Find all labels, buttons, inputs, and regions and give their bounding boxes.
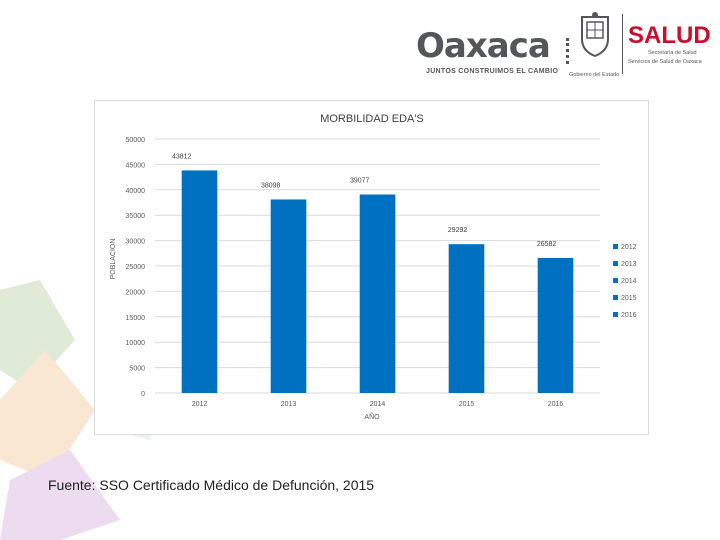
logo-divider — [566, 38, 572, 64]
oaxaca-logo: Oaxaca — [416, 26, 551, 66]
chart-title: MORBILIDAD EDA'S — [320, 113, 424, 125]
legend-label: 2013 — [621, 261, 637, 268]
salud-subtitle-secretaria: Secretaría de Salud — [648, 50, 697, 56]
bar-2014 — [359, 194, 396, 393]
x-tick-label: 2016 — [548, 401, 564, 408]
legend-swatch — [613, 312, 618, 317]
legend-swatch — [613, 261, 618, 266]
data-label-2014: 39077 — [350, 177, 370, 184]
x-axis-ticks: 2012 2013 2014 2015 2016 — [192, 401, 564, 408]
header-logos: Oaxaca JUNTOS CONSTRUIMOS EL CAMBIO Gobi… — [410, 8, 711, 84]
y-tick-label: 30000 — [126, 239, 146, 246]
x-tick-label: 2014 — [370, 401, 386, 408]
legend-label: 2015 — [621, 295, 637, 302]
bar-2015 — [448, 244, 485, 393]
y-tick-label: 10000 — [126, 340, 146, 347]
y-tick-label: 20000 — [126, 289, 146, 296]
bar-2012 — [181, 170, 218, 393]
source-note: Fuente: SSO Certificado Médico de Defunc… — [48, 477, 375, 493]
government-label: Gobierno del Estado — [569, 72, 620, 78]
y-tick-label: 35000 — [126, 213, 146, 220]
y-tick-label: 45000 — [126, 162, 146, 169]
legend-swatch — [613, 295, 618, 300]
x-axis-title: AÑO — [364, 412, 380, 421]
bars — [181, 170, 574, 393]
y-tick-label: 25000 — [126, 264, 146, 271]
deco-shape-orange — [0, 350, 95, 480]
data-label-2015: 29292 — [448, 227, 468, 234]
legend-swatch — [613, 244, 618, 249]
legend-label: 2012 — [621, 244, 637, 251]
legend-swatch — [613, 278, 618, 283]
y-tick-label: 50000 — [126, 137, 146, 144]
deco-shape-green — [0, 280, 75, 390]
data-label-2016: 26582 — [537, 241, 557, 248]
bar-2016 — [537, 257, 574, 393]
y-tick-label: 0 — [141, 391, 145, 398]
y-axis-title: POBLACION — [110, 239, 117, 280]
oaxaca-tagline: JUNTOS CONSTRUIMOS EL CAMBIO — [426, 68, 559, 75]
bar-chart: MORBILIDAD EDA'S 0 5000 10000 15000 20000 250… — [110, 113, 637, 421]
data-labels: 43812 38098 39077 29292 26582 — [172, 153, 556, 248]
y-tick-label: 40000 — [126, 188, 146, 195]
chart-frame: MORBILIDAD EDA'S 0 5000 10000 15000 20000 250… — [94, 100, 649, 435]
x-tick-label: 2015 — [459, 401, 475, 408]
data-label-2013: 38098 — [261, 182, 281, 189]
state-seal-icon — [581, 12, 609, 57]
salud-logo: SALUD — [628, 22, 711, 49]
bar-2013 — [270, 199, 307, 393]
x-tick-label: 2013 — [281, 401, 297, 408]
salud-subtitle-servicios: Servicios de Salud de Oaxaca — [628, 59, 702, 65]
y-tick-label: 15000 — [126, 315, 146, 322]
legend: 2012 2013 2014 2015 2016 — [613, 244, 637, 319]
legend-label: 2014 — [621, 278, 637, 285]
logo-separator-line — [622, 14, 623, 74]
data-label-2012: 43812 — [172, 153, 192, 160]
deco-shape-purple — [0, 450, 120, 540]
legend-label: 2016 — [621, 312, 637, 319]
x-tick-label: 2012 — [192, 401, 208, 408]
y-tick-label: 5000 — [129, 366, 145, 373]
y-axis-ticks: 0 5000 10000 15000 20000 25000 30000 35000 40000… — [126, 137, 146, 398]
